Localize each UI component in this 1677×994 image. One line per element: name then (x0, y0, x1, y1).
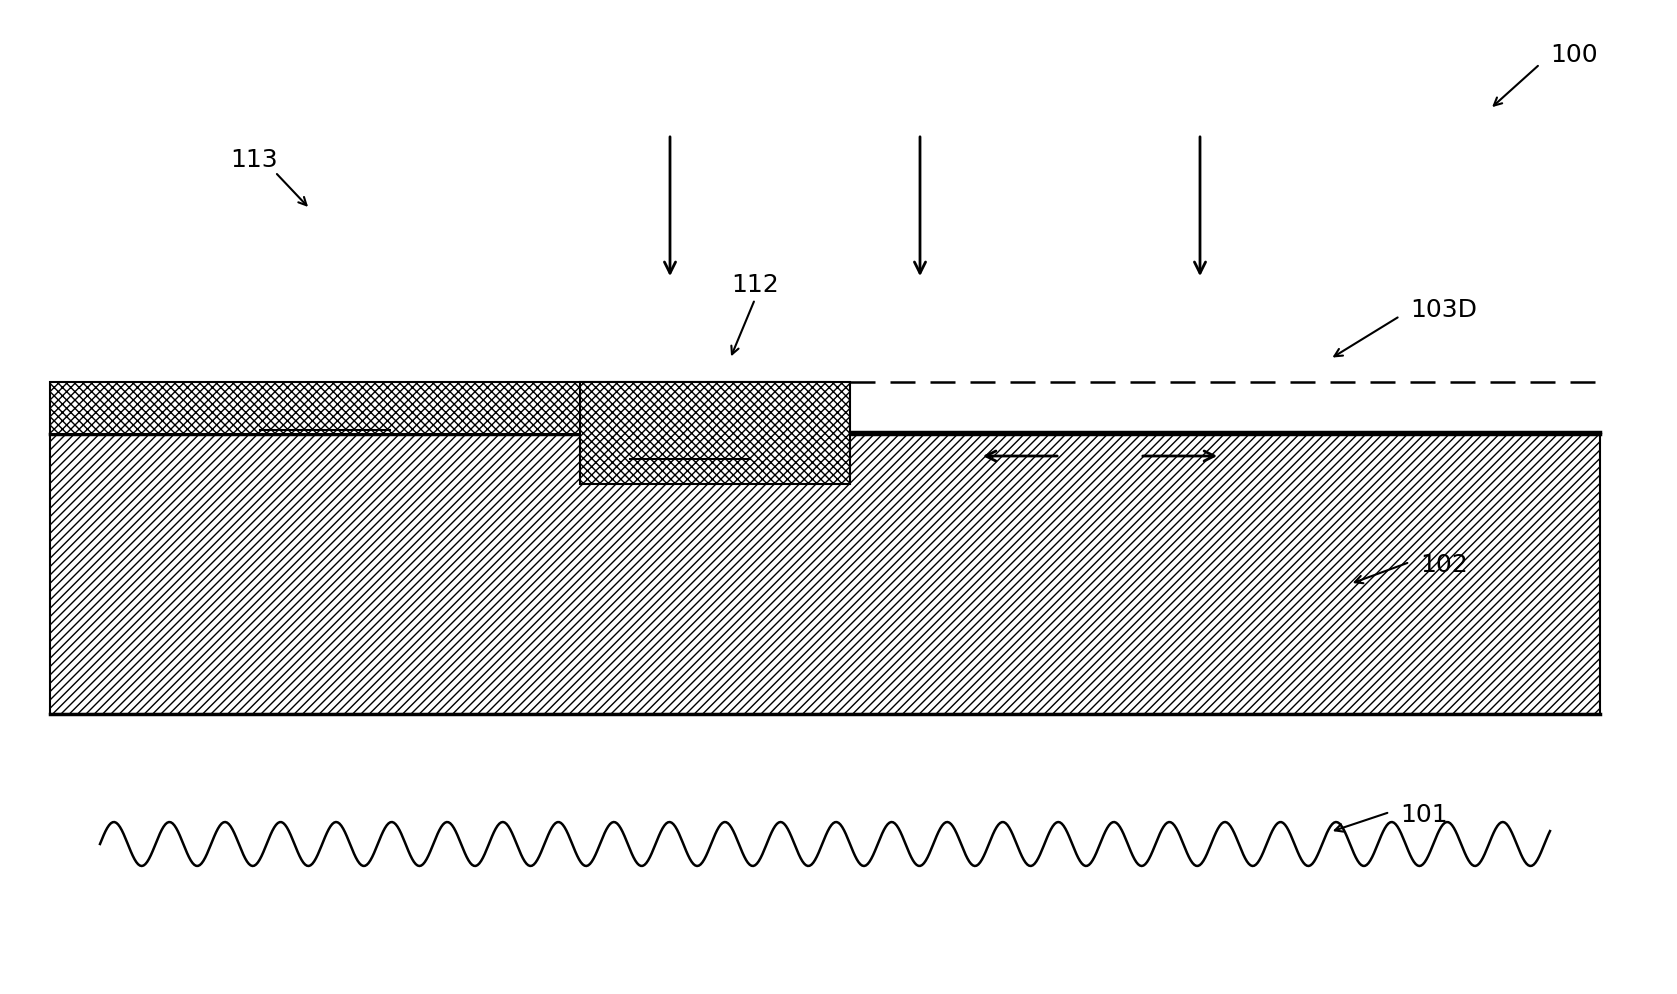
Text: 112: 112 (731, 272, 778, 296)
Text: 100: 100 (1550, 43, 1598, 67)
Text: 103D: 103D (1410, 297, 1477, 322)
Bar (50, 434, 1600, 715)
Bar (50, 383, 830, 434)
Text: 102: 102 (1420, 553, 1467, 577)
Bar (580, 383, 850, 484)
Text: 103C: 103C (287, 399, 352, 422)
Text: 113: 113 (230, 148, 278, 172)
Text: 101: 101 (1400, 802, 1447, 826)
Text: 104T: 104T (654, 426, 716, 450)
